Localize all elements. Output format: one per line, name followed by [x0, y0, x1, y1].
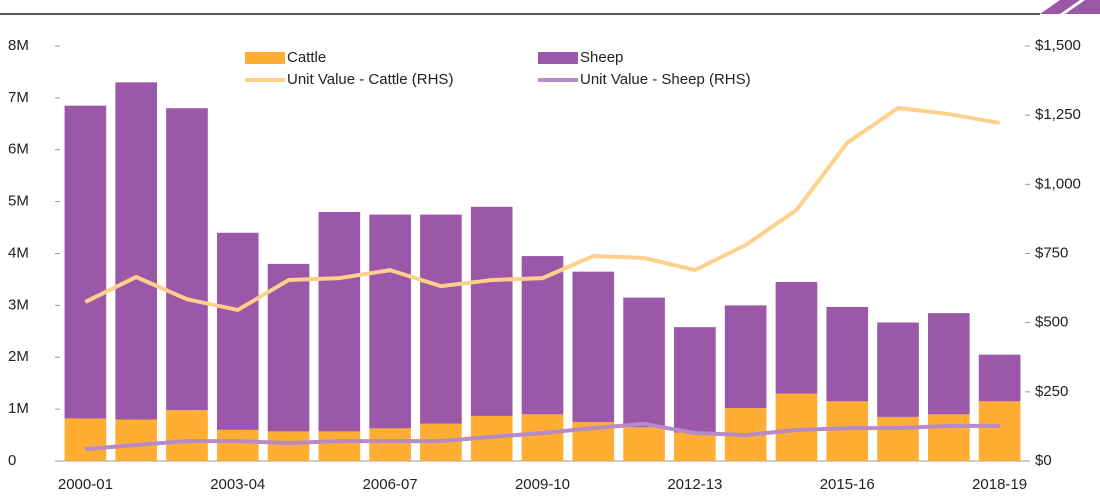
bar [927, 414, 970, 461]
legend-swatch [538, 52, 578, 64]
y2-tick-label: $1,000 [1035, 175, 1081, 192]
y-tick-label: 0 [8, 452, 16, 469]
bar [724, 305, 767, 409]
legend-label: Unit Value - Sheep (RHS) [580, 71, 751, 88]
bar [318, 212, 361, 432]
x-tick-label: 2018-19 [972, 476, 1027, 493]
bar [927, 313, 970, 415]
y2-tick-label: $1,500 [1035, 37, 1081, 54]
x-tick-label: 2015-16 [820, 476, 875, 493]
bar [267, 431, 310, 461]
legend-label: Sheep [580, 49, 623, 66]
y-tick-label: 1M [8, 400, 29, 417]
x-tick-label: 2003-04 [210, 476, 265, 493]
x-tick-label: 2009-10 [515, 476, 570, 493]
bar [115, 419, 158, 461]
y-tick-label: 3M [8, 296, 29, 313]
bar [115, 82, 158, 420]
bar [216, 232, 259, 430]
bar [64, 105, 107, 419]
bar [267, 263, 310, 432]
y2-tick-label: $1,250 [1035, 106, 1081, 123]
bar [572, 271, 615, 423]
bar [978, 354, 1021, 402]
x-tick-label: 2000-01 [58, 476, 113, 493]
bar [978, 401, 1021, 461]
bar [775, 393, 818, 461]
bar [369, 214, 411, 429]
y-tick-label: 2M [8, 348, 29, 365]
bar [369, 428, 411, 461]
y2-tick-label: $250 [1035, 383, 1068, 400]
bar [470, 206, 513, 416]
y-tick-label: 7M [8, 89, 29, 106]
bar [64, 418, 107, 461]
y-tick-label: 5M [8, 193, 29, 210]
legend-label: Unit Value - Cattle (RHS) [287, 71, 453, 88]
bar [166, 410, 208, 461]
y-tick-label: 4M [8, 244, 29, 261]
bar [521, 414, 564, 461]
y-tick-label: 8M [8, 37, 29, 54]
bar [775, 282, 818, 394]
bar [674, 432, 716, 461]
x-tick-label: 2012-13 [667, 476, 722, 493]
y2-tick-label: $500 [1035, 314, 1068, 331]
bar [674, 327, 716, 433]
bar [318, 431, 361, 461]
bar [623, 427, 665, 461]
bar [877, 416, 919, 461]
logo [1065, 0, 1100, 14]
line [85, 421, 1000, 452]
bar [521, 256, 564, 415]
bar [166, 108, 208, 411]
bar [623, 297, 665, 428]
legend-label: Cattle [287, 49, 326, 66]
logo [1040, 0, 1080, 14]
y2-tick-label: $0 [1035, 452, 1052, 469]
bar [826, 401, 869, 461]
line [84, 105, 1000, 312]
bar [420, 214, 462, 424]
bar [877, 322, 919, 417]
bar [216, 429, 259, 461]
bar [826, 306, 869, 402]
x-tick-label: 2006-07 [363, 476, 418, 493]
legend-swatch [245, 52, 285, 64]
y2-tick-label: $750 [1035, 244, 1068, 261]
y-tick-label: 6M [8, 141, 29, 158]
